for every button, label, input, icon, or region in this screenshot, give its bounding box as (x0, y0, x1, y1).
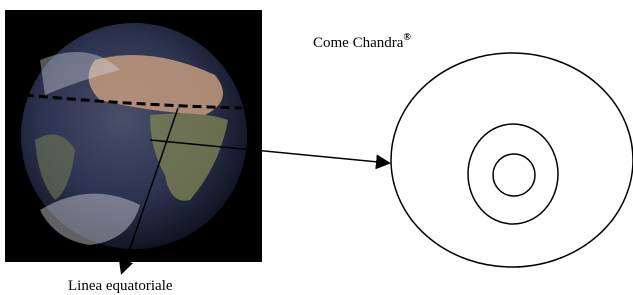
outer-ring (391, 53, 633, 267)
middle-ring (468, 124, 558, 224)
title: Come Chandra® (313, 32, 411, 51)
diagram: Come Chandra® Linea equatoriale (0, 0, 633, 295)
page: Come Chandra® Linea equatoriale (() => {… (0, 0, 633, 295)
caption: Linea equatoriale (68, 278, 173, 294)
title-text: Come Chandra (313, 35, 404, 51)
inner-ring (493, 154, 535, 196)
title-mark: ® (403, 32, 411, 43)
